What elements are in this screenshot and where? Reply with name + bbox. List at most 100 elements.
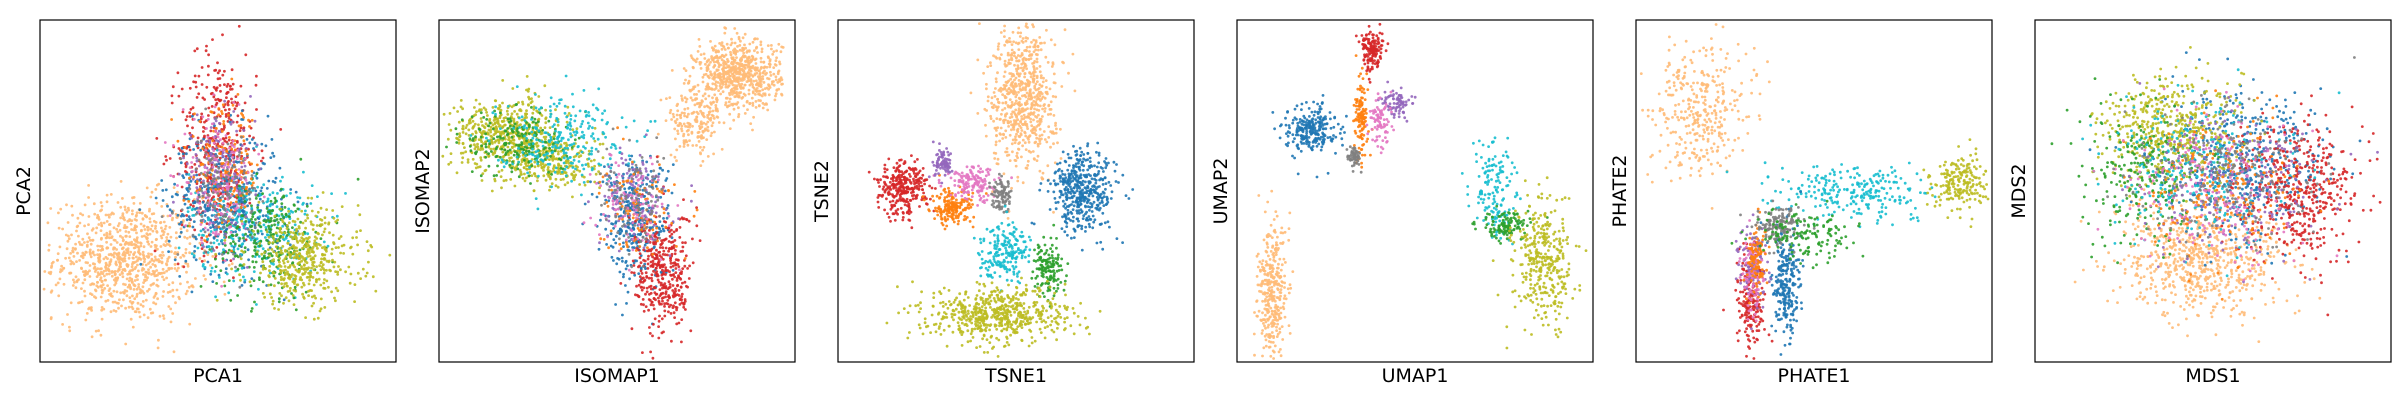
scatter-point [716,116,720,119]
scatter-point [732,107,736,111]
scatter-point [736,61,740,65]
scatter-point [752,115,755,119]
scatter-point [365,271,369,275]
scatter-point [194,153,198,156]
scatter-point [273,181,277,184]
scatter-point [154,224,158,228]
scatter-point [230,120,234,124]
scatter-point [241,159,245,163]
scatter-point [300,278,304,282]
scatter-point [476,142,479,146]
scatter-point [174,301,177,305]
scatter-point [344,270,347,274]
scatter-point [261,280,265,284]
scatter-point [271,235,275,238]
scatter-point [498,124,502,127]
scatter-point [217,129,221,133]
scatter-point [152,282,156,285]
scatter-point [118,256,122,260]
scatter-point [722,121,726,125]
scatter-point [669,153,673,157]
scatter-point [253,187,256,190]
scatter-point [122,250,126,254]
scatter-point [211,191,215,194]
scatter-point [442,112,446,116]
scatter-point [220,145,224,149]
scatter-point [177,147,181,150]
scatter-point [223,69,226,73]
series-0-points [656,26,785,168]
scatter-point [671,112,675,116]
scatter-point [246,204,250,208]
scatter-point [232,110,236,113]
scatter-point [215,154,219,158]
scatter-point [754,67,758,70]
scatter-point [770,44,773,47]
scatter-point [178,222,181,226]
scatter-point [231,139,235,143]
scatter-point [310,196,314,200]
scatter-point [185,187,189,190]
scatter-point [231,176,235,180]
scatter-point [120,304,123,308]
scatter-point [519,123,522,126]
scatter-point [535,141,539,145]
scatter-point [301,221,305,225]
scatter-point [712,101,715,104]
scatter-point [518,137,521,141]
scatter-point [464,132,468,136]
scatter-point [305,202,309,206]
scatter-point [208,144,212,148]
scatter-point [310,250,314,254]
scatter-point [217,232,221,236]
scatter-point [128,235,132,239]
scatter-point [687,79,691,83]
scatter-point [553,132,556,136]
scatter-point [124,234,128,238]
scatter-point [197,193,201,197]
scatter-point [243,169,246,172]
scatter-point [301,232,305,235]
scatter-point [284,249,287,252]
scatter-point [716,60,719,63]
scatter-point [227,113,230,117]
scatter-point [192,220,196,224]
scatter-point [120,270,124,274]
scatter-point [298,248,302,252]
scatter-point [295,249,299,253]
scatter-point [759,43,763,47]
scatter-point [206,171,209,175]
scatter-point [204,148,208,152]
scatter-point [699,151,702,155]
scatter-point [441,154,445,158]
pca-points [42,24,392,354]
scatter-point [252,279,256,282]
scatter-point [678,145,682,148]
scatter-point [488,119,491,122]
scatter-point [112,247,115,251]
scatter-point [247,118,250,122]
scatter-point [122,298,125,302]
scatter-point [480,179,484,182]
scatter-point [138,211,142,215]
scatter-point [71,250,75,254]
scatter-point [282,298,286,302]
scatter-point [209,264,212,267]
scatter-point [200,241,204,245]
scatter-point [292,296,296,300]
scatter-point [131,325,135,329]
scatter-point [735,76,739,79]
scatter-point [717,89,720,92]
scatter-point [501,79,505,82]
scatter-point [257,152,261,156]
scatter-point [310,304,314,308]
scatter-point [701,80,705,84]
scatter-point [153,255,157,259]
scatter-point [696,50,700,53]
scatter-point [179,220,183,224]
panel-isomap: ISOMAP1 ISOMAP2 [412,19,796,387]
scatter-point [755,71,759,75]
scatter-point [259,271,262,275]
scatter-point [563,171,567,174]
